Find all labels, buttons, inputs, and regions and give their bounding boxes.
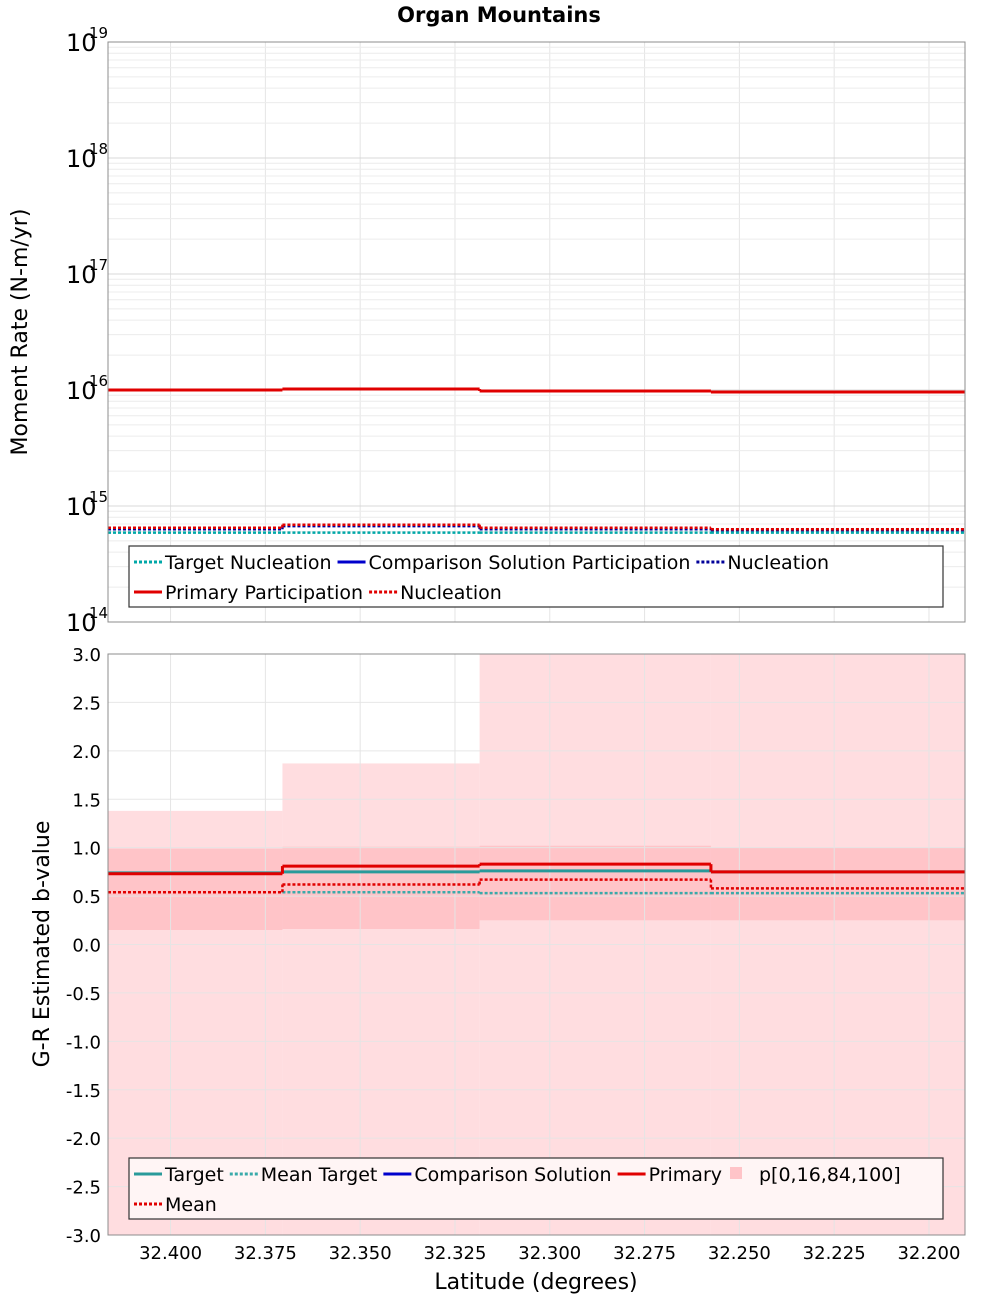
percentile-band-inner (710, 847, 965, 921)
moment-rate-y-tick-exponent: 15 (89, 488, 108, 506)
b-value-legend-swatch (730, 1167, 742, 1179)
moment-rate-legend-label: Primary Participation (165, 582, 363, 604)
b-value-y-tick-label: 2.5 (72, 693, 101, 714)
b-value-legend-label: Mean Target (261, 1164, 378, 1186)
percentile-band-inner (108, 848, 283, 930)
moment-rate-y-tick-exponent: 16 (89, 372, 108, 390)
b-value-legend-label: Mean (165, 1194, 217, 1216)
b-value-plot-frame (107, 653, 966, 1236)
x-tick-label: 32.225 (803, 1243, 866, 1264)
b-value-y-tick-label: -2.5 (66, 1178, 101, 1199)
b-value-series (108, 862, 965, 895)
b-value-y-tick-label: 1.0 (72, 839, 101, 860)
b-value-y-tick-label: 0.5 (72, 887, 101, 908)
chart-title: Organ Mountains (397, 3, 601, 27)
b-value-y-tick-label: 0.0 (72, 936, 101, 957)
b-value-y-axis-label: G-R Estimated b-value (30, 821, 55, 1068)
b-value-legend-label: p[0,16,84,100] (759, 1164, 901, 1186)
b-value-y-tick-label: 3.0 (72, 645, 101, 666)
x-tick-label: 32.250 (708, 1243, 771, 1264)
x-tick-label: 32.300 (518, 1243, 581, 1264)
moment-rate-y-tick-base: 10 (66, 493, 97, 521)
b-value-y-ticks: 3.0 2.5 2.0 1.5 1.0 0.5 0.0 -0.5 -1.0 -1.5 -2.0 -2.… (66, 645, 101, 1247)
b-value-y-tick-label: -3.0 (66, 1226, 101, 1247)
b-value-legend-label: Primary (649, 1164, 722, 1186)
b-value-y-tick-label: -1.0 (66, 1032, 101, 1053)
x-axis-ticks: 32.400 32.375 32.350 32.325 32.300 32.275 32.2… (139, 1243, 960, 1264)
b-value-y-tick-label: -1.5 (66, 1081, 101, 1102)
b-value-legend: Target Mean Target Comparison Solution Prim… (128, 1157, 944, 1220)
b-value-y-tick-label: 2.0 (72, 742, 101, 763)
percentile-band-inner (282, 846, 480, 930)
moment-rate-y-tick-exponent: 19 (89, 24, 108, 42)
moment-rate-y-tick-base: 10 (66, 261, 97, 289)
x-axis-label: Latitude (degrees) (434, 1270, 637, 1295)
moment-rate-gridlines (108, 42, 965, 623)
percentile-band-outer (282, 763, 480, 1235)
moment-rate-legend-label: Nucleation (727, 552, 829, 574)
moment-rate-legend-label: Target Nucleation (164, 552, 332, 574)
moment-rate-legend-label: Nucleation (400, 582, 502, 604)
x-tick-label: 32.325 (423, 1243, 486, 1264)
b-value-legend-label: Target (164, 1164, 224, 1186)
percentile-band-inner (479, 845, 711, 921)
x-tick-label: 32.375 (234, 1243, 297, 1264)
moment-rate-y-tick-base: 10 (66, 377, 97, 405)
moment-rate-y-tick-exponent: 14 (89, 604, 108, 622)
moment-rate-y-tick-exponent: 18 (89, 140, 108, 158)
x-tick-label: 32.275 (613, 1243, 676, 1264)
b-value-legend-box (128, 1157, 944, 1220)
moment-rate-plot-frame (107, 41, 966, 623)
moment-rate-legend: Target Nucleation Comparison Solution Par… (128, 545, 944, 608)
b-value-y-tick-label: 1.5 (72, 790, 101, 811)
moment-rate-y-axis-label: Moment Rate (N-m/yr) (8, 209, 33, 456)
moment-rate-series (108, 387, 965, 534)
x-tick-label: 32.350 (329, 1243, 392, 1264)
b-value-y-tick-label: -0.5 (66, 984, 101, 1005)
moment-rate-y-tick-base: 10 (66, 29, 97, 57)
x-tick-label: 32.400 (139, 1243, 202, 1264)
moment-rate-y-tick-exponent: 17 (89, 256, 108, 274)
b-value-y-tick-label: -2.0 (66, 1129, 101, 1150)
b-value-panel: 3.0 2.5 2.0 1.5 1.0 0.5 0.0 -0.5 -1.0 -1.5 -2.0 -2.… (30, 645, 966, 1247)
moment-rate-y-tick-base: 10 (66, 609, 97, 637)
b-value-legend-label: Comparison Solution (414, 1164, 611, 1186)
moment-rate-legend-label: Comparison Solution Participation (369, 552, 691, 574)
moment-rate-legend-box (128, 545, 944, 608)
x-tick-label: 32.200 (897, 1243, 960, 1264)
moment-rate-y-tick-base: 10 (66, 145, 97, 173)
